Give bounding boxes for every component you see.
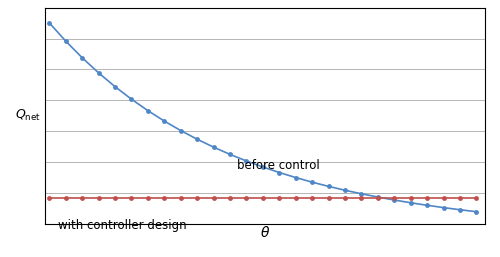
X-axis label: $\theta$: $\theta$ — [260, 225, 270, 240]
Y-axis label: $Q_\mathregular{net}$: $Q_\mathregular{net}$ — [16, 108, 42, 123]
Text: before control: before control — [237, 159, 320, 172]
Text: with controller design: with controller design — [58, 219, 186, 233]
